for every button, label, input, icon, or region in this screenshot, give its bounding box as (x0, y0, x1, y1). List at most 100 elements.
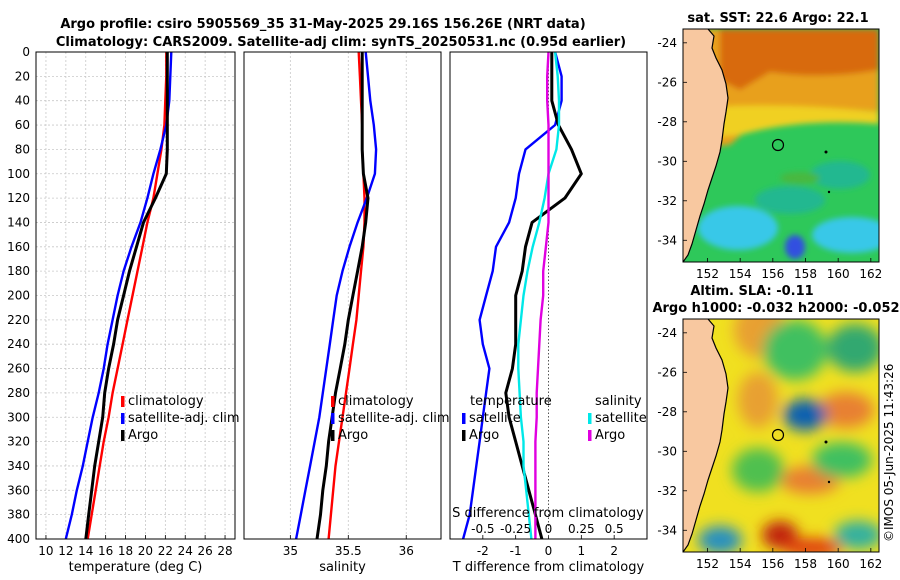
salinity-legend-1-swatch (331, 413, 335, 424)
sla-map-axes: 152 154 156 158 160 162 -24 -26 -28 -30 -32 -34 (657, 326, 882, 571)
map-x-tick-label: 158 (794, 267, 817, 281)
difference-legend-s-argo-label: Argo (595, 428, 625, 443)
difference-legend-s-sat-label: satellite (595, 411, 647, 426)
sla-map-subtitle: Argo h1000: -0.032 h2000: -0.052 (652, 301, 899, 316)
map-x-tick-label: 160 (827, 557, 850, 571)
y-tick-label: 20 (15, 69, 30, 83)
argo-position-marker-2 (771, 428, 785, 442)
salinity-panel: 35 35.5 36 salinity climatology satellite-adj… (243, 51, 450, 575)
difference-series-temperature-satellite (461, 52, 563, 539)
difference-legend-t-sat-label: satellite (469, 411, 521, 426)
sst-map (683, 29, 879, 262)
y-tick-label: 0 (22, 45, 30, 59)
y-tick-label: 300 (7, 410, 30, 424)
x-tick-label: 28 (217, 544, 232, 558)
x-axis-label: salinity (319, 560, 366, 575)
salinity-legend-0-label: climatology (338, 394, 414, 409)
map-y-tick-label: -30 (657, 154, 677, 168)
argo-position-marker (771, 138, 785, 152)
x-tick-label: 18 (118, 544, 133, 558)
y-tick-label: 380 (7, 508, 30, 522)
x-tick-label: 35 (283, 544, 298, 558)
x-tick-label: 26 (198, 544, 213, 558)
map-y-tick-label: -28 (657, 405, 677, 419)
difference-panel: -2 -1 0 1 2 T difference from climatology S di… (449, 51, 648, 575)
sla-map-title: Altim. SLA: -0.11 (690, 284, 813, 299)
x-tick-label: 22 (158, 544, 173, 558)
temperature-series-satellite-adj-clim (64, 52, 173, 539)
x-tick-label: 12 (58, 544, 73, 558)
difference-series-temperature-argo (504, 52, 583, 539)
x-tick-label: 20 (138, 544, 153, 558)
y-tick-label: 260 (7, 362, 30, 376)
map-y-tick-label: -32 (657, 194, 677, 208)
y-tick-label: 360 (7, 483, 30, 497)
y-tick-label: 220 (7, 313, 30, 327)
map-y-tick-label: -28 (657, 115, 677, 129)
salinity-legend-0-swatch (331, 396, 335, 407)
map-y-tick-label: -34 (657, 523, 677, 537)
x-axis-label: T difference from climatology (452, 560, 645, 575)
coastline-land (683, 29, 728, 262)
salinity-legend-2-swatch (331, 430, 335, 441)
y-tick-label: 280 (7, 386, 30, 400)
y-tick-label: 320 (7, 435, 30, 449)
temperature-series-argo (84, 52, 169, 539)
map-x-tick-label: 156 (761, 267, 784, 281)
difference-legend-t-argo-swatch (462, 430, 466, 441)
chart-title-line2: Climatology: CARS2009. Satellite-adj cli… (56, 35, 626, 50)
secondary-tick-label: 0 (545, 522, 553, 536)
map-x-tick-label: 162 (859, 557, 882, 571)
x-tick-label: 36 (399, 544, 414, 558)
temperature-legend-2-swatch (121, 430, 125, 441)
secondary-tick-label: -0.5 (471, 522, 494, 536)
y-tick-label: 80 (15, 142, 30, 156)
salinity-legend-2-label: Argo (338, 428, 368, 443)
map-y-tick-label: -24 (657, 36, 677, 50)
plot-frame (35, 51, 236, 540)
map-y-tick-label: -26 (657, 365, 677, 379)
temperature-legend-0-swatch (121, 396, 125, 407)
temperature-legend-2-label: Argo (128, 428, 158, 443)
sst-map-axes: 152 154 156 158 160 162 -24 -26 -28 -30 -32 -34 (657, 36, 882, 281)
map-x-tick-label: 156 (761, 557, 784, 571)
salinity-series-satellite-adj-clim (294, 52, 378, 539)
salinity-series-argo (315, 52, 370, 539)
y-tick-label: 60 (15, 118, 30, 132)
y-tick-label: 180 (7, 264, 30, 278)
x-tick-label: 2 (610, 544, 618, 558)
secondary-tick-label: 0.5 (605, 522, 624, 536)
salinity-legend-1-label: satellite-adj. clim (338, 411, 450, 426)
plot-frame (449, 51, 648, 540)
x-tick-label: 0 (545, 544, 553, 558)
difference-legend-s-sat-swatch (588, 413, 592, 424)
difference-legend-s-argo-swatch (588, 430, 592, 441)
x-tick-label: -2 (477, 544, 489, 558)
map-y-tick-label: -26 (657, 75, 677, 89)
temperature-legend-0-label: climatology (128, 394, 204, 409)
sst-map-title: sat. SST: 22.6 Argo: 22.1 (687, 11, 868, 26)
x-tick-label: 14 (78, 544, 93, 558)
y-tick-label: 200 (7, 289, 30, 303)
secondary-tick-label: -0.25 (500, 522, 531, 536)
x-tick-label: 1 (578, 544, 586, 558)
legend-title-salinity: salinity (595, 394, 642, 409)
y-tick-label: 100 (7, 167, 30, 181)
secondary-tick-label: 0.25 (568, 522, 595, 536)
chart-title-line1: Argo profile: csiro 5905569_35 31-May-20… (60, 17, 585, 32)
plot-frame (243, 51, 442, 540)
y-tick-label: 160 (7, 240, 30, 254)
temperature-legend-1-swatch (121, 413, 125, 424)
map-x-tick-label: 162 (859, 267, 882, 281)
x-tick-label: 10 (38, 544, 53, 558)
map-x-tick-label: 154 (729, 267, 752, 281)
map-y-tick-label: -34 (657, 233, 677, 247)
plot-background (244, 52, 441, 539)
y-tick-label: 40 (15, 94, 30, 108)
temperature-legend-1-label: satellite-adj. clim (128, 411, 240, 426)
map-y-tick-label: -24 (657, 326, 677, 340)
map-x-tick-label: 152 (696, 557, 719, 571)
map-x-tick-label: 160 (827, 267, 850, 281)
map-x-tick-label: 158 (794, 557, 817, 571)
y-tick-label: 240 (7, 337, 30, 351)
